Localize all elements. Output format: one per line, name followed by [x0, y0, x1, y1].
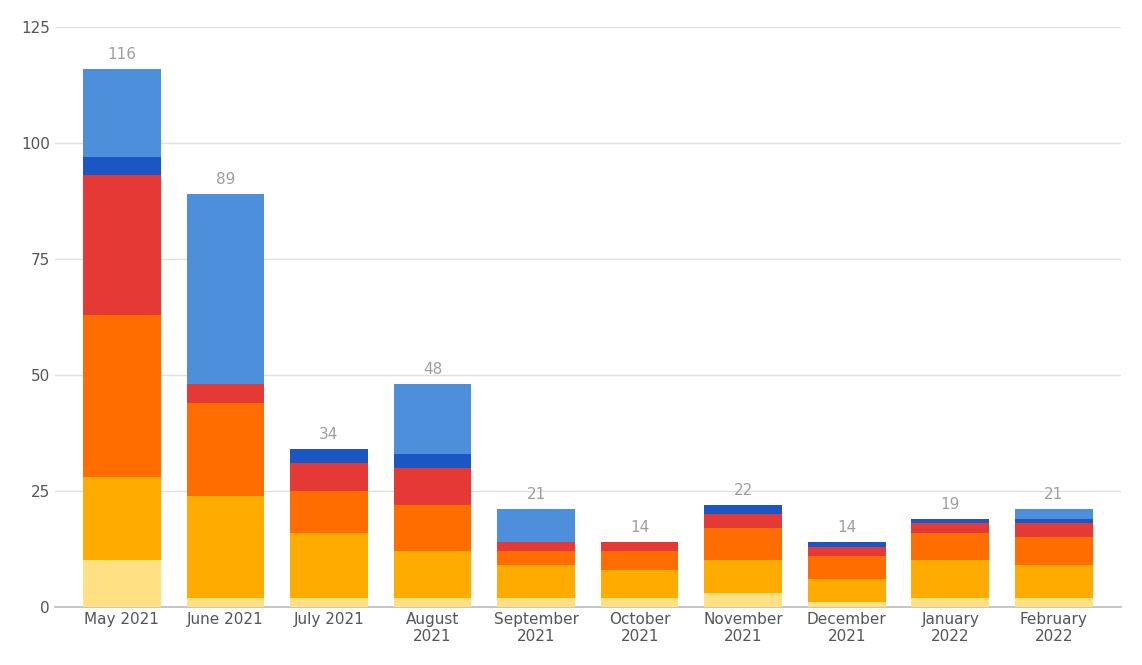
Bar: [911, 519, 989, 523]
Bar: [911, 523, 989, 533]
Bar: [186, 384, 264, 403]
Bar: [290, 449, 368, 463]
Bar: [83, 477, 161, 561]
Bar: [807, 579, 885, 602]
Bar: [290, 491, 368, 533]
Bar: [83, 68, 161, 157]
Bar: [1015, 565, 1093, 598]
Text: 89: 89: [216, 172, 235, 187]
Bar: [1015, 523, 1093, 537]
Bar: [497, 565, 574, 598]
Bar: [807, 542, 885, 547]
Bar: [186, 194, 264, 384]
Bar: [1015, 598, 1093, 607]
Bar: [705, 561, 782, 593]
Bar: [394, 454, 472, 467]
Text: 21: 21: [1044, 487, 1063, 503]
Bar: [394, 551, 472, 598]
Bar: [497, 598, 574, 607]
Text: 34: 34: [320, 427, 339, 442]
Bar: [705, 505, 782, 514]
Bar: [186, 598, 264, 607]
Bar: [290, 598, 368, 607]
Bar: [83, 561, 161, 607]
Bar: [911, 561, 989, 598]
Bar: [1015, 519, 1093, 523]
Bar: [497, 551, 574, 565]
Bar: [705, 528, 782, 561]
Bar: [394, 505, 472, 551]
Text: 14: 14: [630, 520, 650, 535]
Text: 22: 22: [733, 483, 753, 498]
Bar: [601, 542, 678, 551]
Bar: [394, 384, 472, 454]
Bar: [83, 315, 161, 477]
Bar: [83, 176, 161, 315]
Text: 14: 14: [837, 520, 856, 535]
Bar: [290, 533, 368, 598]
Bar: [497, 509, 574, 542]
Bar: [807, 602, 885, 607]
Bar: [807, 556, 885, 579]
Text: 48: 48: [423, 362, 442, 377]
Bar: [186, 403, 264, 495]
Bar: [1015, 509, 1093, 519]
Bar: [807, 547, 885, 556]
Bar: [601, 570, 678, 598]
Bar: [83, 157, 161, 176]
Bar: [186, 495, 264, 598]
Bar: [394, 598, 472, 607]
Text: 21: 21: [526, 487, 546, 503]
Bar: [290, 463, 368, 491]
Bar: [601, 551, 678, 570]
Bar: [394, 467, 472, 505]
Bar: [705, 514, 782, 528]
Text: 116: 116: [107, 47, 136, 62]
Bar: [601, 598, 678, 607]
Bar: [497, 542, 574, 551]
Bar: [705, 593, 782, 607]
Text: 19: 19: [941, 497, 960, 512]
Bar: [1015, 537, 1093, 565]
Bar: [911, 533, 989, 561]
Bar: [911, 598, 989, 607]
